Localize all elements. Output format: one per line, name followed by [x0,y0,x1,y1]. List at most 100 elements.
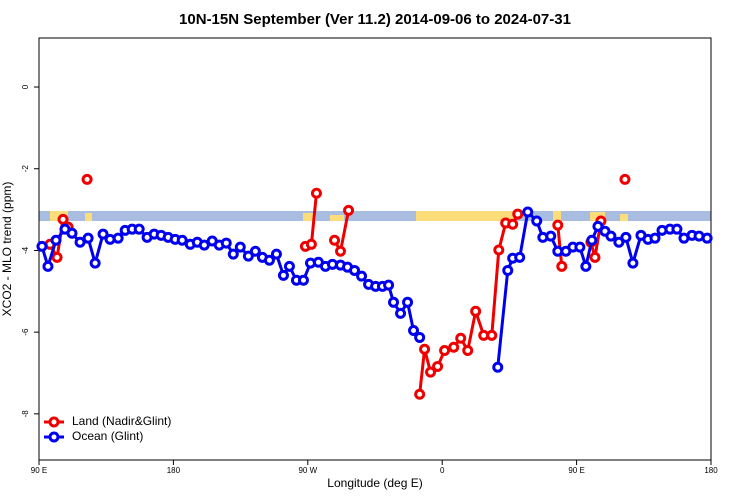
plot-frame [38,37,712,461]
data-point [297,274,309,286]
legend-label: Land (Nadir&Glint) [72,414,171,428]
data-point [671,223,683,235]
x-tick-label: 90 W [298,466,317,475]
x-tick-label: 90 E [568,466,584,475]
land-patch [85,213,92,221]
legend-label: Ocean (Glint) [72,429,143,443]
data-point [507,218,519,230]
land-patch [590,212,605,221]
data-point [50,234,62,246]
data-point [133,223,145,235]
data-point [492,361,504,373]
chart-title: 10N-15N September (Ver 11.2) 2014-09-06 … [179,11,571,28]
data-point [51,251,63,263]
y-tick-label: 0 [21,84,30,89]
data-point [545,230,557,242]
data-point [263,254,275,266]
data-point [277,269,289,281]
data-point [270,248,282,260]
x-tick-label: 0 [440,466,445,475]
data-point [57,213,69,225]
y-tick-label: -8 [21,410,30,418]
data-point [242,250,254,262]
land-patch [330,215,344,221]
x-tick-label: 90 E [31,466,47,475]
x-tick-label: 180 [704,466,718,475]
data-point [462,345,474,357]
data-point [343,204,355,216]
data-point [470,305,482,317]
land-patch [303,213,316,221]
ocean-band [39,211,711,221]
land-patch [553,211,561,221]
data-point [514,251,526,263]
data-point [486,329,498,341]
data-point [305,238,317,250]
data-point [531,215,543,227]
data-point [227,248,239,260]
data-point [82,232,94,244]
data-point [522,206,534,218]
data-point [455,332,467,344]
data-point [89,257,101,269]
data-point [249,245,261,257]
data-point [627,257,639,269]
data-point [502,264,514,276]
data-point [419,343,431,355]
data-point [552,219,564,231]
y-tick-label: -4 [21,246,30,254]
data-point [619,173,631,185]
data-point [649,232,661,244]
data-point [349,264,361,276]
data-point [408,324,420,336]
data-point [395,307,407,319]
data-point [414,388,426,400]
data-point [198,239,210,251]
data-point [42,260,54,272]
land-ocean-band [39,211,711,221]
data-point [335,245,347,257]
data-point [383,279,395,291]
series-line [556,224,564,267]
data-point [432,360,444,372]
data-point [586,234,598,246]
legend-marker [48,431,60,443]
data-point [176,234,188,246]
data-point [356,270,368,282]
data-point [574,241,586,253]
data-point [329,234,341,246]
data-point [81,173,93,185]
y-tick-label: -2 [21,165,30,173]
data-point [592,220,604,232]
data-point [556,260,568,272]
y-axis-label: XCO2 - MLO trend (ppm) [0,182,14,317]
data-point [220,237,232,249]
data-point [512,208,524,220]
x-axis-label: Longitude (deg E) [327,476,422,490]
data-point [234,241,246,253]
data-point [402,296,414,308]
data-point [613,236,625,248]
data-point [112,232,124,244]
data-point [97,228,109,240]
data-point [414,331,426,343]
data-point [74,236,86,248]
data-point [388,296,400,308]
land-patch [416,211,516,221]
y-tick-label: -6 [21,328,30,336]
data-point [701,232,713,244]
data-point [580,260,592,272]
legend-marker [48,416,60,428]
data-point [66,227,78,239]
data-point [493,244,505,256]
x-tick-label: 180 [167,466,181,475]
data-point [310,187,322,199]
data-point [620,231,632,243]
data-point [448,341,460,353]
data-point [36,240,48,252]
data-point [425,366,437,378]
data-point [439,345,451,357]
land-patch [620,214,628,221]
data-point [283,260,295,272]
